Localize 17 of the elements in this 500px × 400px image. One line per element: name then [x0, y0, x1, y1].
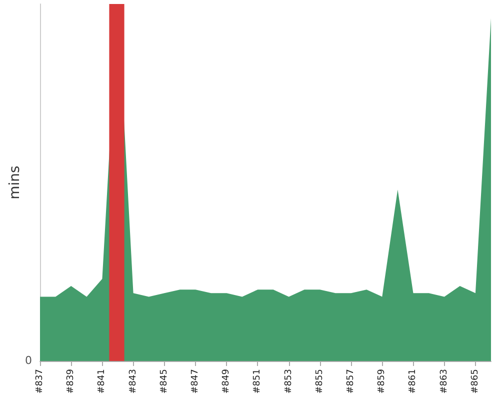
- text: 0: [25, 354, 32, 367]
- x-tick-label: #857: [346, 369, 356, 394]
- x-tick-label: #853: [284, 369, 294, 394]
- x-tick-label: #837: [35, 369, 45, 394]
- x-tick-label: #861: [408, 369, 418, 394]
- x-tick-label: #841: [97, 369, 108, 394]
- x-tick-label: #859: [377, 368, 388, 394]
- x-tick-label: #849: [222, 368, 232, 394]
- x-tick-label: #845: [159, 369, 170, 394]
- y-axis-title: mins: [7, 166, 23, 200]
- x-tick-label: #855: [314, 369, 325, 394]
- x-tick-label: #847: [190, 369, 201, 394]
- x-tick-label: #851: [252, 369, 263, 394]
- x-tick-label: #843: [128, 369, 138, 394]
- x-tick-label: #863: [439, 369, 450, 394]
- x-tick-label: #865: [470, 369, 480, 394]
- x-tick-label: #839: [66, 368, 76, 394]
